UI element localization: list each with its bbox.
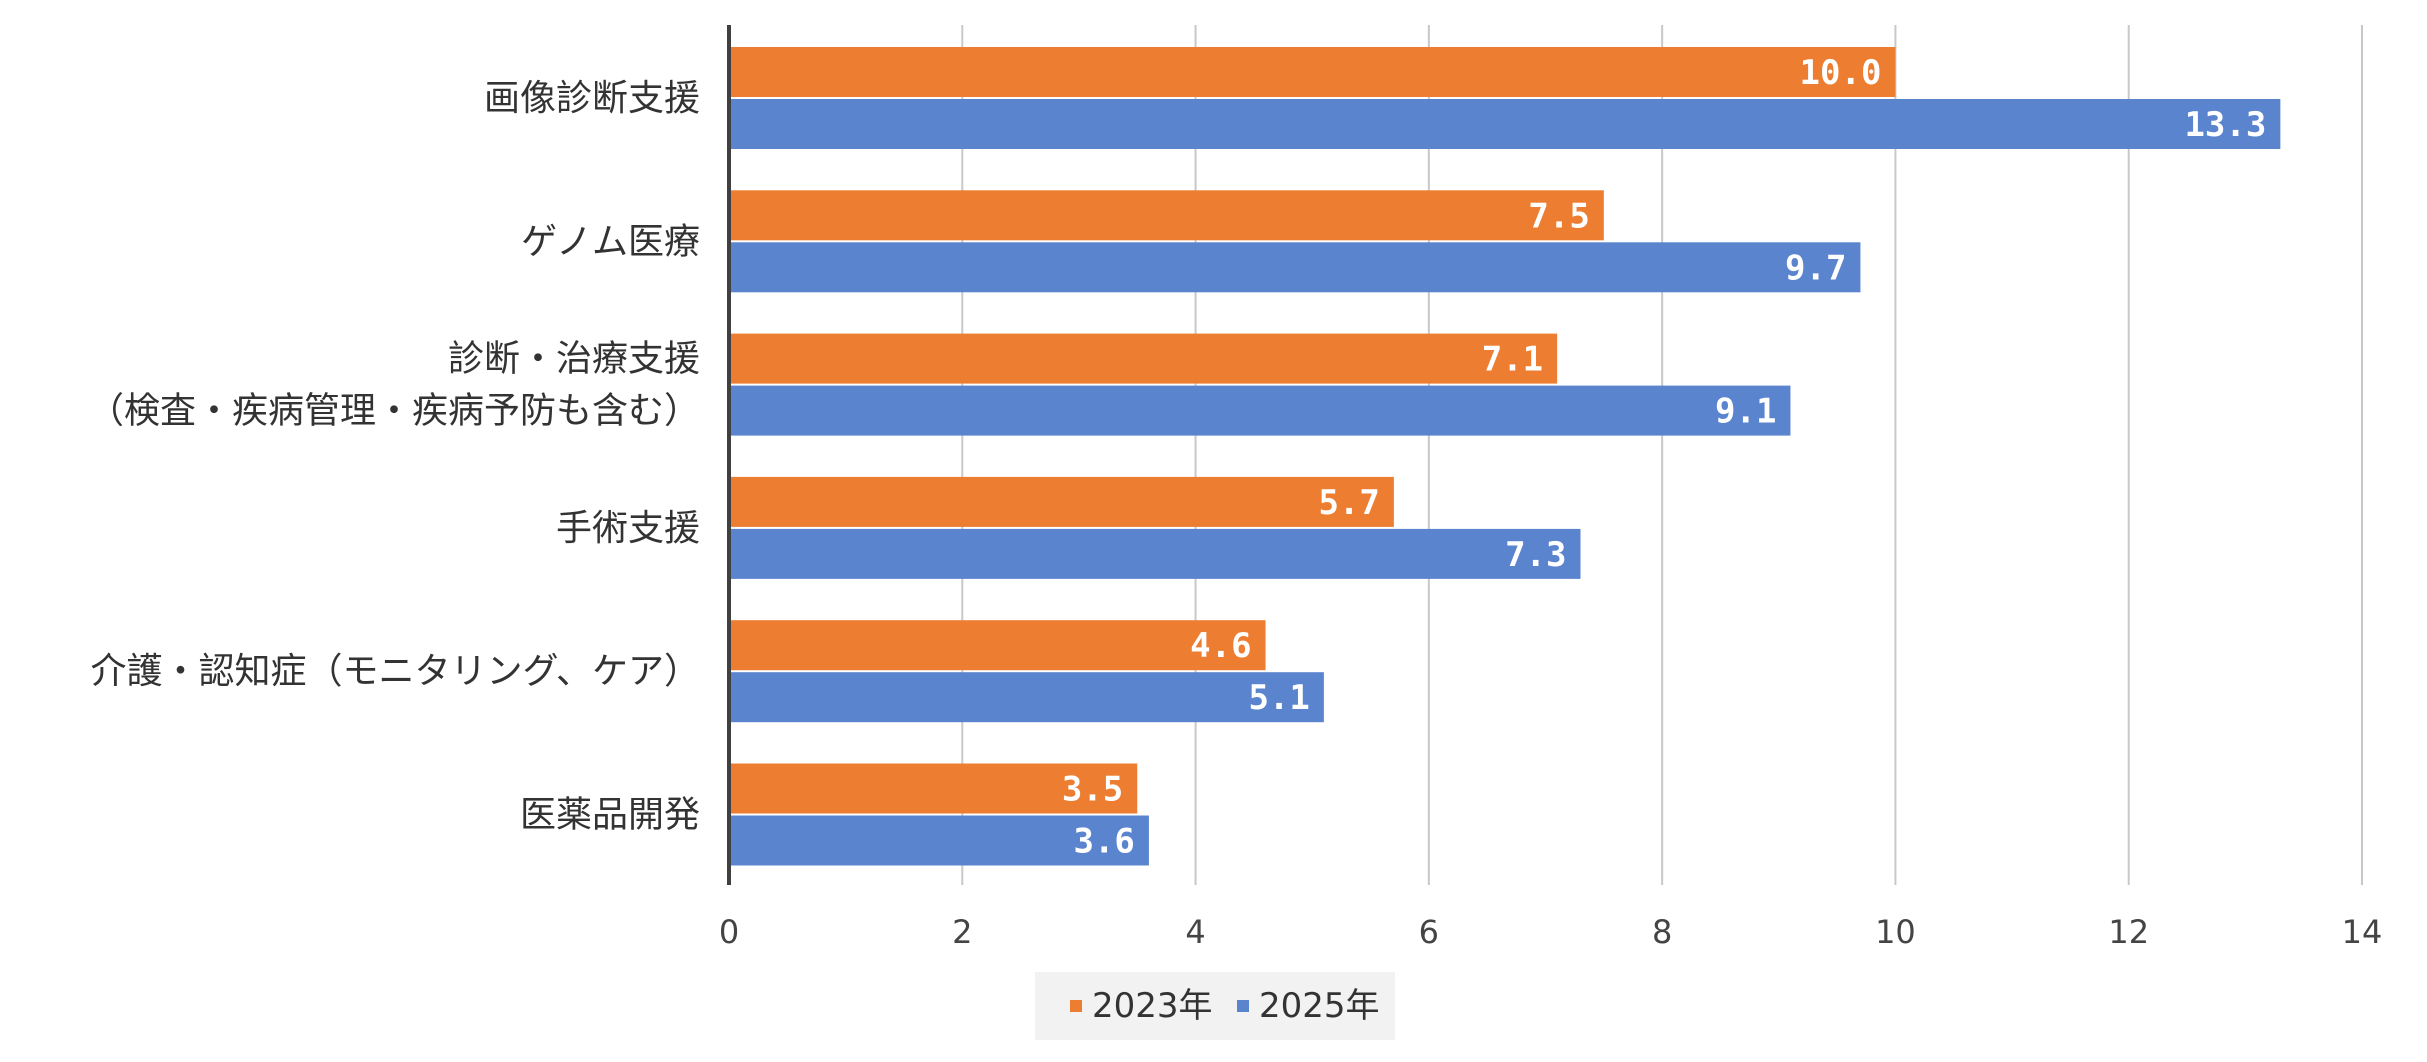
x-tick-label: 10: [1875, 913, 1916, 951]
legend-swatch-2025: [1237, 1000, 1249, 1012]
x-tick-label: 2: [952, 913, 972, 951]
x-tick-label: 12: [2108, 913, 2149, 951]
data-label: 3.5: [1062, 770, 1123, 810]
data-label: 7.3: [1505, 535, 1566, 575]
bar: [729, 528, 1581, 579]
category-label: 手術支援: [556, 508, 700, 549]
data-label: 3.6: [1073, 822, 1134, 862]
category-label: 介護・認知症（モニタリング、ケア）: [91, 651, 700, 692]
legend-swatch-2023: [1070, 1000, 1082, 1012]
x-tick-label: 14: [2342, 913, 2383, 951]
category-label: （検査・疾病管理・疾病予防も含む）: [88, 391, 700, 432]
bar: [729, 815, 1149, 866]
bar: [729, 99, 2281, 149]
bar: [729, 385, 1791, 436]
category-label: 診断・治療支援: [448, 339, 700, 380]
x-axis: 0 2 4 6 8 10 12 14: [719, 25, 2383, 951]
data-label: 5.1: [1248, 678, 1309, 718]
data-label: 5.7: [1318, 483, 1379, 523]
data-label: 7.1: [1482, 340, 1543, 380]
bar: [729, 242, 1861, 293]
data-label: 4.6: [1190, 626, 1251, 666]
category-label: 医薬品開発: [520, 795, 700, 836]
bar: [729, 620, 1266, 671]
category-label: 画像診断支援: [484, 78, 700, 119]
category-label: ゲノム医療: [521, 221, 700, 262]
x-tick-label: 8: [1652, 913, 1672, 951]
data-labels: 10.0 13.3 7.5 9.7 7.1 9.1 5.7 7.3 4.6 5.1 3.5 3.6: [1062, 53, 2267, 862]
bar: [729, 476, 1394, 527]
data-label: 13.3: [2184, 105, 2266, 145]
x-tick-label: 0: [719, 913, 739, 951]
legend-label-2025: 2025年: [1259, 986, 1380, 1026]
data-label: 7.5: [1528, 196, 1589, 236]
legend: 2023年 2025年: [1035, 972, 1395, 1040]
bar: [729, 47, 1896, 97]
x-tick-label: 6: [1419, 913, 1439, 951]
bars: [729, 47, 2281, 866]
bar: [729, 672, 1324, 723]
legend-label-2023: 2023年: [1092, 986, 1213, 1026]
data-label: 10.0: [1800, 53, 1882, 93]
legend-background: [1035, 972, 1395, 1040]
gridlines: [961, 25, 2363, 885]
data-label: 9.1: [1715, 392, 1776, 432]
bar: [729, 333, 1558, 384]
x-tick-label: 4: [1185, 913, 1205, 951]
bar: [729, 190, 1604, 241]
data-label: 9.7: [1785, 248, 1846, 288]
bar: [729, 763, 1138, 814]
